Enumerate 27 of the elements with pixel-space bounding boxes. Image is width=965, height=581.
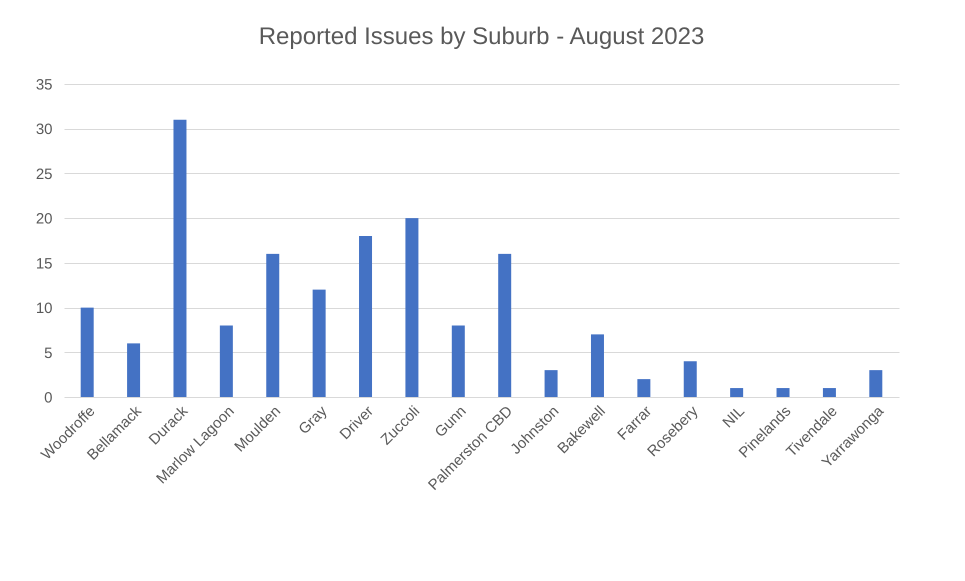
bar	[544, 370, 558, 397]
bar	[80, 308, 94, 397]
y-tick-label: 20	[36, 210, 52, 228]
bar	[498, 254, 512, 397]
bar	[405, 218, 418, 397]
bar	[637, 379, 650, 397]
bar	[359, 236, 372, 397]
chart-title: Reported Issues by Suburb - August 2023	[258, 23, 704, 50]
bar	[127, 343, 140, 397]
y-tick-label: 0	[44, 390, 52, 406]
bar	[590, 334, 604, 397]
bar	[173, 120, 186, 397]
y-tick-label: 30	[36, 121, 52, 138]
bar	[266, 254, 280, 397]
bar	[312, 290, 326, 397]
bar	[684, 361, 697, 397]
bar	[776, 388, 790, 397]
bar	[220, 325, 233, 397]
bar	[822, 388, 836, 397]
y-tick-label: 25	[36, 166, 52, 183]
bar	[452, 325, 465, 397]
y-tick-label: 10	[36, 300, 52, 318]
y-tick-label: 35	[36, 76, 52, 94]
y-tick-label: 5	[44, 344, 52, 362]
y-tick-label: 15	[36, 255, 52, 272]
bar	[730, 388, 744, 397]
bar	[869, 370, 882, 397]
